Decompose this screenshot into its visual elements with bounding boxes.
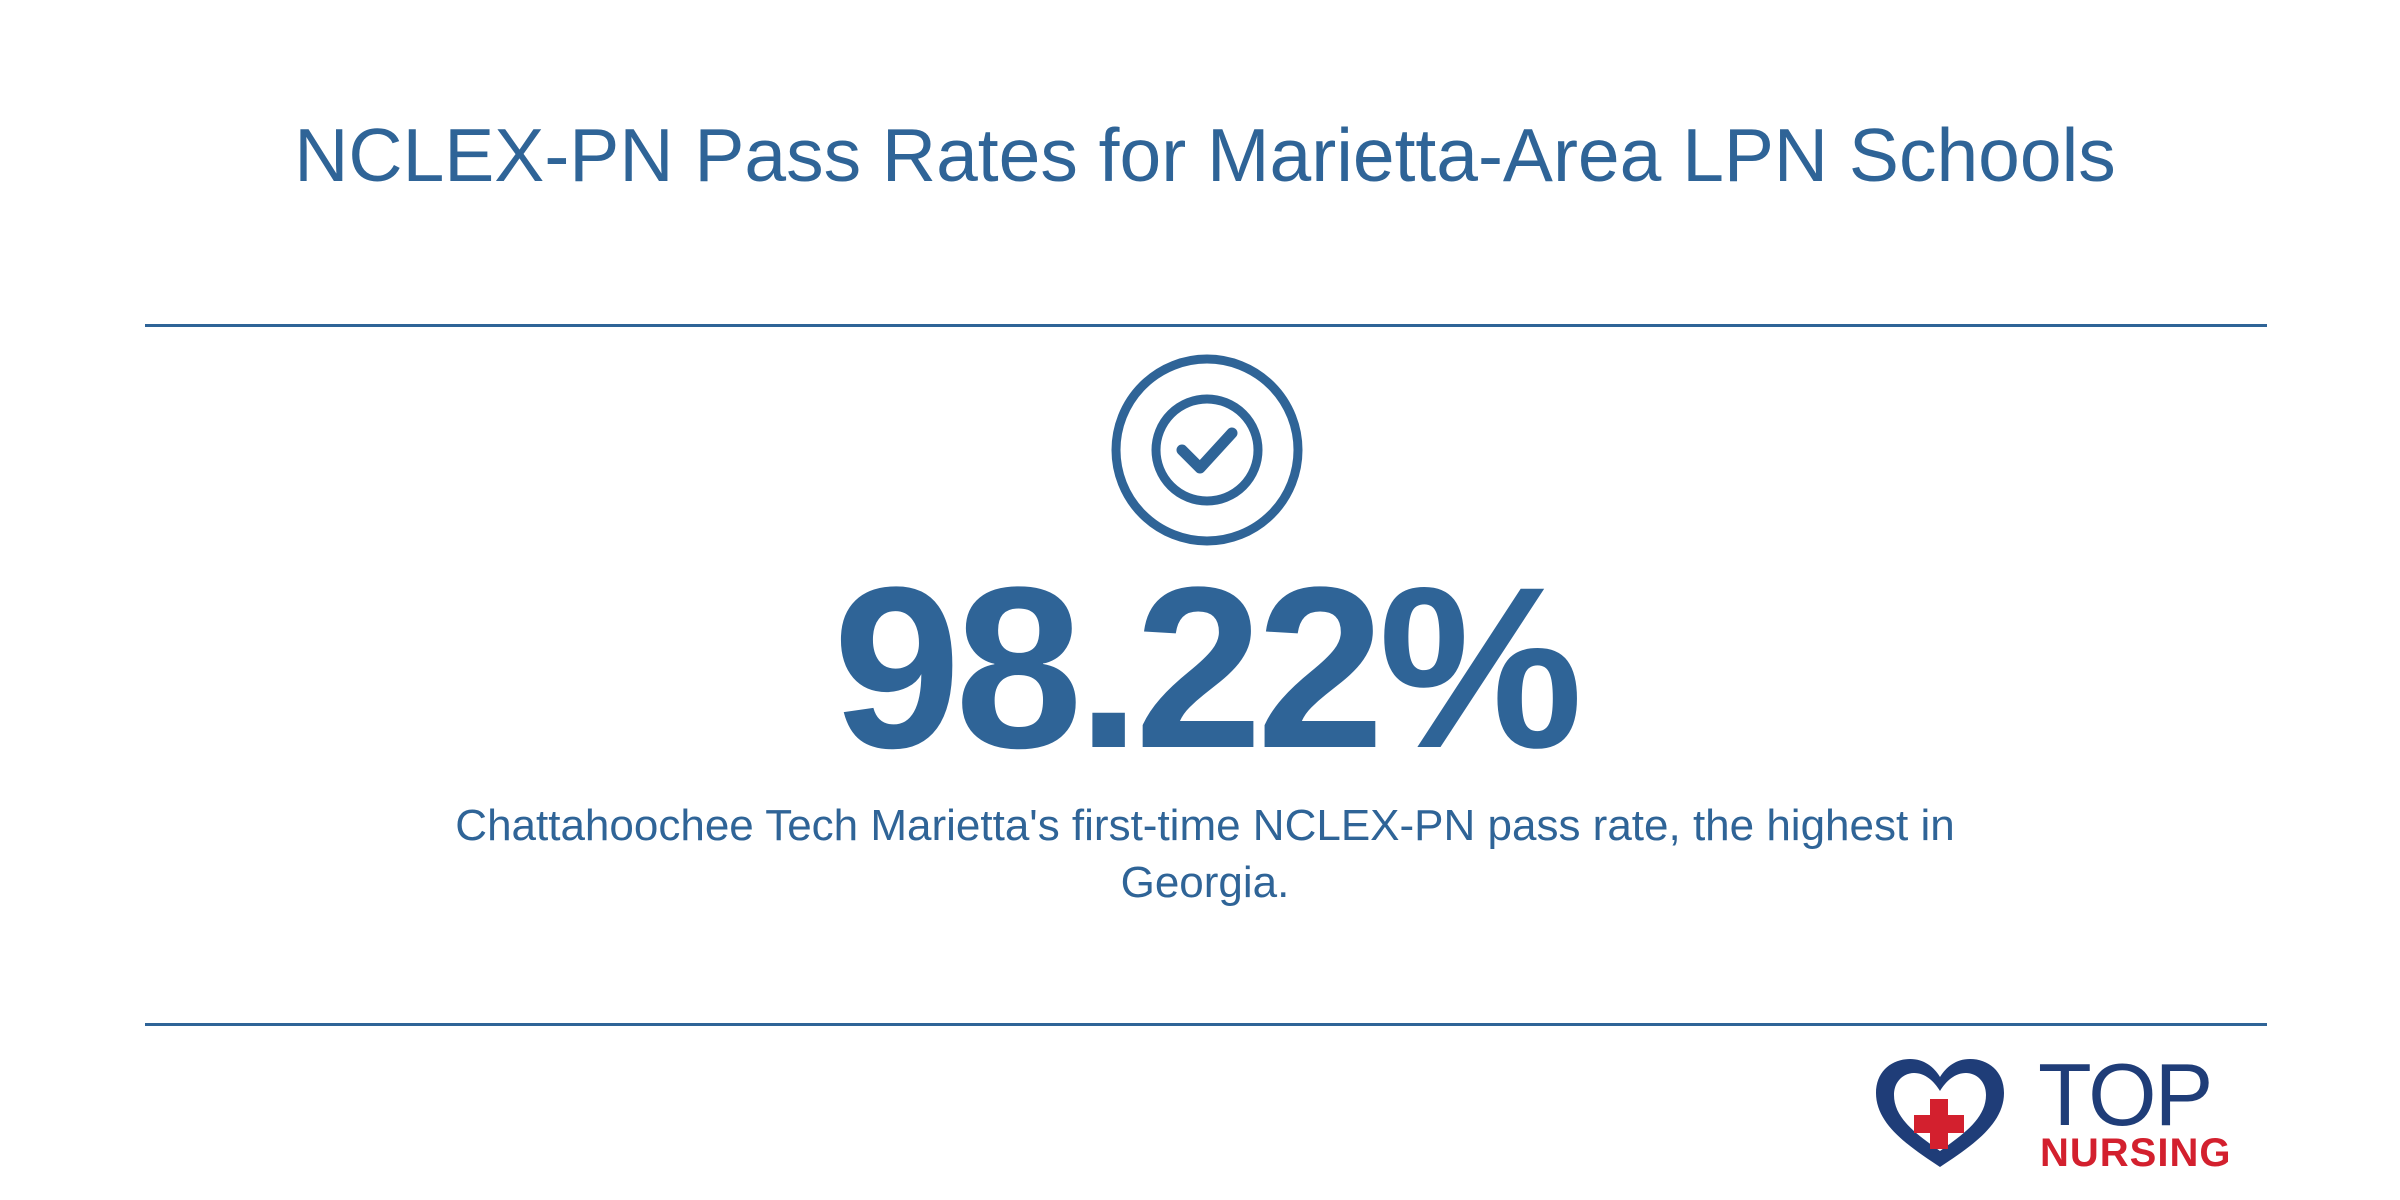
pass-rate-caption: Chattahoochee Tech Marietta's first-time… — [455, 801, 1955, 907]
page-title: NCLEX-PN Pass Rates for Marietta-Area LP… — [294, 113, 2116, 197]
logo-word-nursing: NURSING — [2040, 1131, 2232, 1175]
top-nursing-logo: TOP NURSING — [1870, 1049, 2270, 1175]
top-divider — [145, 324, 2267, 327]
bottom-divider — [145, 1023, 2267, 1026]
heart-cross-icon — [1876, 1059, 2004, 1167]
pass-rate-value: 98.22% — [832, 539, 1583, 796]
logo-word-top: TOP — [2038, 1045, 2213, 1144]
check-circle-icon — [1111, 354, 1303, 546]
